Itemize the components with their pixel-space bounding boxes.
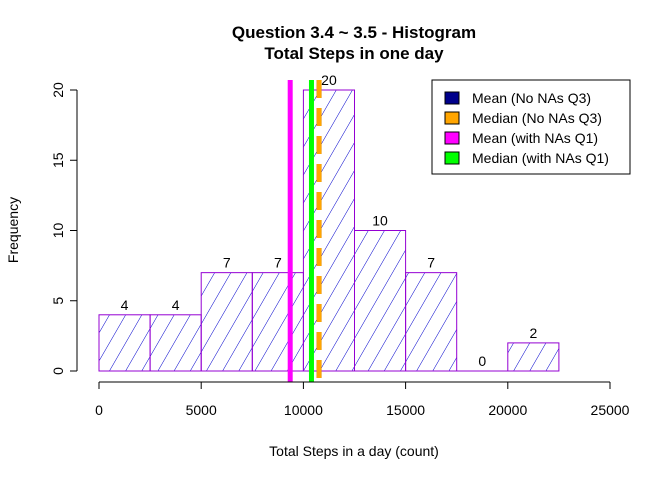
bar-count-label: 7 bbox=[223, 255, 231, 271]
bar-count-label: 2 bbox=[529, 325, 537, 341]
y-tick-label: 20 bbox=[50, 82, 66, 98]
x-tick-label: 5000 bbox=[186, 402, 217, 418]
legend-entry-label: Median (with NAs Q1) bbox=[472, 150, 609, 166]
legend-swatch bbox=[444, 151, 460, 165]
legend-swatch bbox=[444, 91, 460, 105]
bar-count-label: 7 bbox=[427, 255, 435, 271]
y-tick-label: 0 bbox=[50, 367, 66, 375]
legend-entry-label: Mean (with NAs Q1) bbox=[472, 130, 598, 146]
x-tick-label: 0 bbox=[95, 402, 103, 418]
reference-lines-group bbox=[287, 80, 322, 382]
legend-box bbox=[431, 79, 631, 175]
x-tick-label: 15000 bbox=[386, 402, 425, 418]
x-axis: 0 5000 10000 15000 20000 25000 bbox=[95, 381, 630, 418]
histogram-bar bbox=[149, 314, 202, 372]
bar-count-label: 20 bbox=[321, 72, 337, 88]
x-tick-label: 10000 bbox=[284, 402, 323, 418]
bar-count-label: 4 bbox=[172, 297, 180, 313]
x-axis-label: Total Steps in a day (count) bbox=[269, 443, 439, 459]
bar-count-label: 10 bbox=[372, 213, 388, 229]
legend: Mean (No NAs Q3) Median (No NAs Q3) Mean (… bbox=[431, 79, 631, 175]
legend-entry-label: Median (No NAs Q3) bbox=[472, 110, 602, 126]
bar-labels-group: 4 4 7 7 20 10 7 0 2 bbox=[121, 72, 538, 369]
legend-swatch bbox=[444, 111, 460, 125]
bar-count-label: 4 bbox=[121, 297, 129, 313]
histogram-bar bbox=[200, 272, 253, 372]
y-tick-label: 15 bbox=[50, 152, 66, 168]
bar-count-label: 0 bbox=[478, 353, 486, 369]
legend-swatch bbox=[444, 131, 460, 145]
histogram-bar bbox=[251, 272, 304, 372]
bar-count-label: 7 bbox=[274, 255, 282, 271]
histogram-bar bbox=[507, 342, 560, 372]
legend-entry-label: Mean (No NAs Q3) bbox=[472, 90, 591, 106]
y-tick-label: 10 bbox=[50, 223, 66, 239]
chart-title-line1: Question 3.4 ~ 3.5 - Histogram bbox=[232, 23, 476, 42]
y-tick-label: 5 bbox=[50, 297, 66, 305]
y-axis-label: Frequency bbox=[5, 197, 21, 263]
x-tick-label: 25000 bbox=[591, 402, 630, 418]
x-tick-label: 20000 bbox=[488, 402, 527, 418]
y-axis: 0 5 10 15 20 bbox=[50, 82, 78, 375]
chart-title-line2: Total Steps in one day bbox=[264, 44, 444, 63]
histogram-bar bbox=[405, 272, 458, 372]
histogram-bar bbox=[354, 230, 407, 372]
histogram-bar bbox=[98, 314, 151, 372]
